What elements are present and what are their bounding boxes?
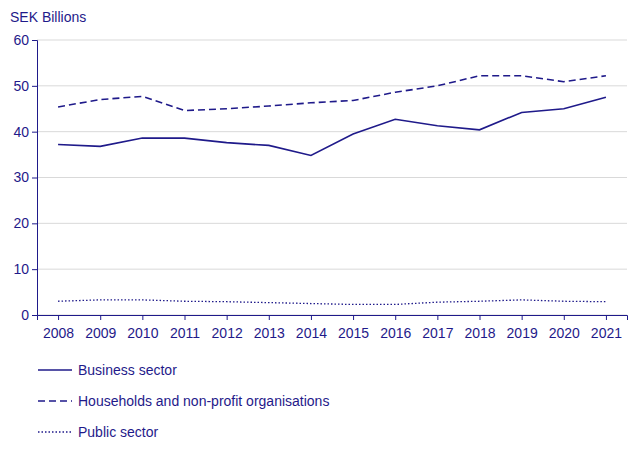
- y-tick-mark: [32, 86, 37, 87]
- x-tick-mark: [564, 315, 565, 320]
- x-tick-label: 2020: [549, 325, 580, 341]
- y-tick-label: 60: [13, 32, 29, 48]
- y-tick-label: 0: [21, 307, 29, 323]
- x-tick-label: 2018: [464, 325, 495, 341]
- y-tick-mark: [32, 315, 37, 316]
- x-tick-mark: [100, 315, 101, 320]
- x-tick-mark: [142, 315, 143, 320]
- y-tick-label: 40: [13, 124, 29, 140]
- grid: [37, 40, 627, 315]
- legend: Business sector Households and non-profit…: [38, 362, 329, 440]
- x-tick: 2021: [591, 315, 622, 341]
- y-tick-mark: [32, 223, 37, 224]
- y-axis-title: SEK Billions: [10, 9, 86, 25]
- y-tick: 40: [13, 124, 37, 140]
- x-tick-mark: [395, 315, 396, 320]
- y-axis: 0 10 20 30 40 50 60: [13, 32, 37, 323]
- x-tick: 2012: [212, 315, 243, 341]
- y-tick-mark: [32, 269, 37, 270]
- y-tick: 50: [13, 78, 37, 94]
- x-tick: 2011: [170, 315, 200, 341]
- series-line: [58, 76, 606, 111]
- x-tick-label: 2010: [127, 325, 158, 341]
- x-tick-mark: [522, 315, 523, 320]
- x-tick-label: 2017: [422, 325, 453, 341]
- x-tick: 2015: [338, 315, 369, 341]
- y-tick-label: 20: [13, 215, 29, 231]
- x-tick-label: 2009: [85, 325, 116, 341]
- grid-line: [37, 177, 627, 178]
- x-tick-label: 2013: [254, 325, 285, 341]
- legend-item: Households and non-profit organisations: [38, 393, 329, 409]
- x-tick-label: 2019: [507, 325, 538, 341]
- y-tick-mark: [32, 132, 37, 133]
- y-tick: 60: [13, 32, 37, 48]
- x-tick-label: 2016: [380, 325, 411, 341]
- plot: 0 10 20 30 40 50 60 2008 2009 2010 2011 2012 2013 201…: [13, 32, 627, 341]
- x-tick: 2014: [296, 315, 327, 341]
- grid-line: [37, 85, 627, 86]
- legend-item: Business sector: [38, 362, 177, 378]
- y-tick-label: 10: [13, 261, 29, 277]
- x-tick: 2017: [422, 315, 453, 341]
- x-tick-mark: [311, 315, 312, 320]
- x-tick-label: 2008: [43, 325, 74, 341]
- legend-swatch: [38, 431, 72, 432]
- y-tick: 30: [13, 169, 37, 185]
- y-tick-mark: [32, 40, 37, 41]
- legend-swatch: [38, 400, 72, 402]
- x-tick-mark: [353, 315, 354, 320]
- legend-label: Business sector: [78, 362, 177, 378]
- x-tick: 2008: [43, 315, 74, 341]
- x-axis-line: [38, 316, 628, 321]
- grid-line: [37, 269, 627, 270]
- y-tick-mark: [32, 178, 37, 179]
- x-tick: 2009: [85, 315, 116, 341]
- x-tick-mark: [437, 315, 438, 320]
- x-tick-label: 2014: [296, 325, 327, 341]
- legend-label: Households and non-profit organisations: [78, 393, 329, 409]
- x-tick: 2016: [380, 315, 411, 341]
- x-axis: 2008 2009 2010 2011 2012 2013 2014 2015 2016 2017…: [38, 315, 628, 341]
- x-tick-label: 2011: [170, 325, 200, 341]
- x-tick: 2013: [254, 315, 285, 341]
- x-tick-label: 2021: [591, 325, 622, 341]
- x-tick: 2019: [507, 315, 538, 341]
- y-tick: 0: [21, 307, 37, 323]
- legend-swatch: [38, 369, 72, 371]
- x-tick-label: 2012: [212, 325, 243, 341]
- x-tick-label: 2015: [338, 325, 369, 341]
- x-tick-mark: [227, 315, 228, 320]
- x-tick-mark: [269, 315, 270, 320]
- series-line: [58, 97, 606, 155]
- grid-line: [37, 223, 627, 224]
- x-tick: 2020: [549, 315, 580, 341]
- y-tick: 20: [13, 215, 37, 231]
- y-tick: 10: [13, 261, 37, 277]
- x-tick: 2018: [464, 315, 495, 341]
- x-tick-mark: [58, 315, 59, 320]
- grid-line: [37, 40, 627, 41]
- x-tick-mark: [480, 315, 481, 320]
- legend-label: Public sector: [78, 424, 158, 440]
- chart: 0 10 20 30 40 50 60 2008 2009 2010 2011 2012 2013 201…: [0, 0, 643, 454]
- lines: [58, 76, 606, 305]
- y-tick-label: 30: [13, 169, 29, 185]
- y-tick-label: 50: [13, 78, 29, 94]
- grid-line: [37, 131, 627, 132]
- series-line: [58, 300, 606, 305]
- x-tick-mark: [606, 315, 607, 320]
- x-tick-mark: [185, 315, 186, 320]
- x-tick: 2010: [127, 315, 158, 341]
- legend-item: Public sector: [38, 424, 158, 440]
- y-axis-line: [32, 41, 38, 316]
